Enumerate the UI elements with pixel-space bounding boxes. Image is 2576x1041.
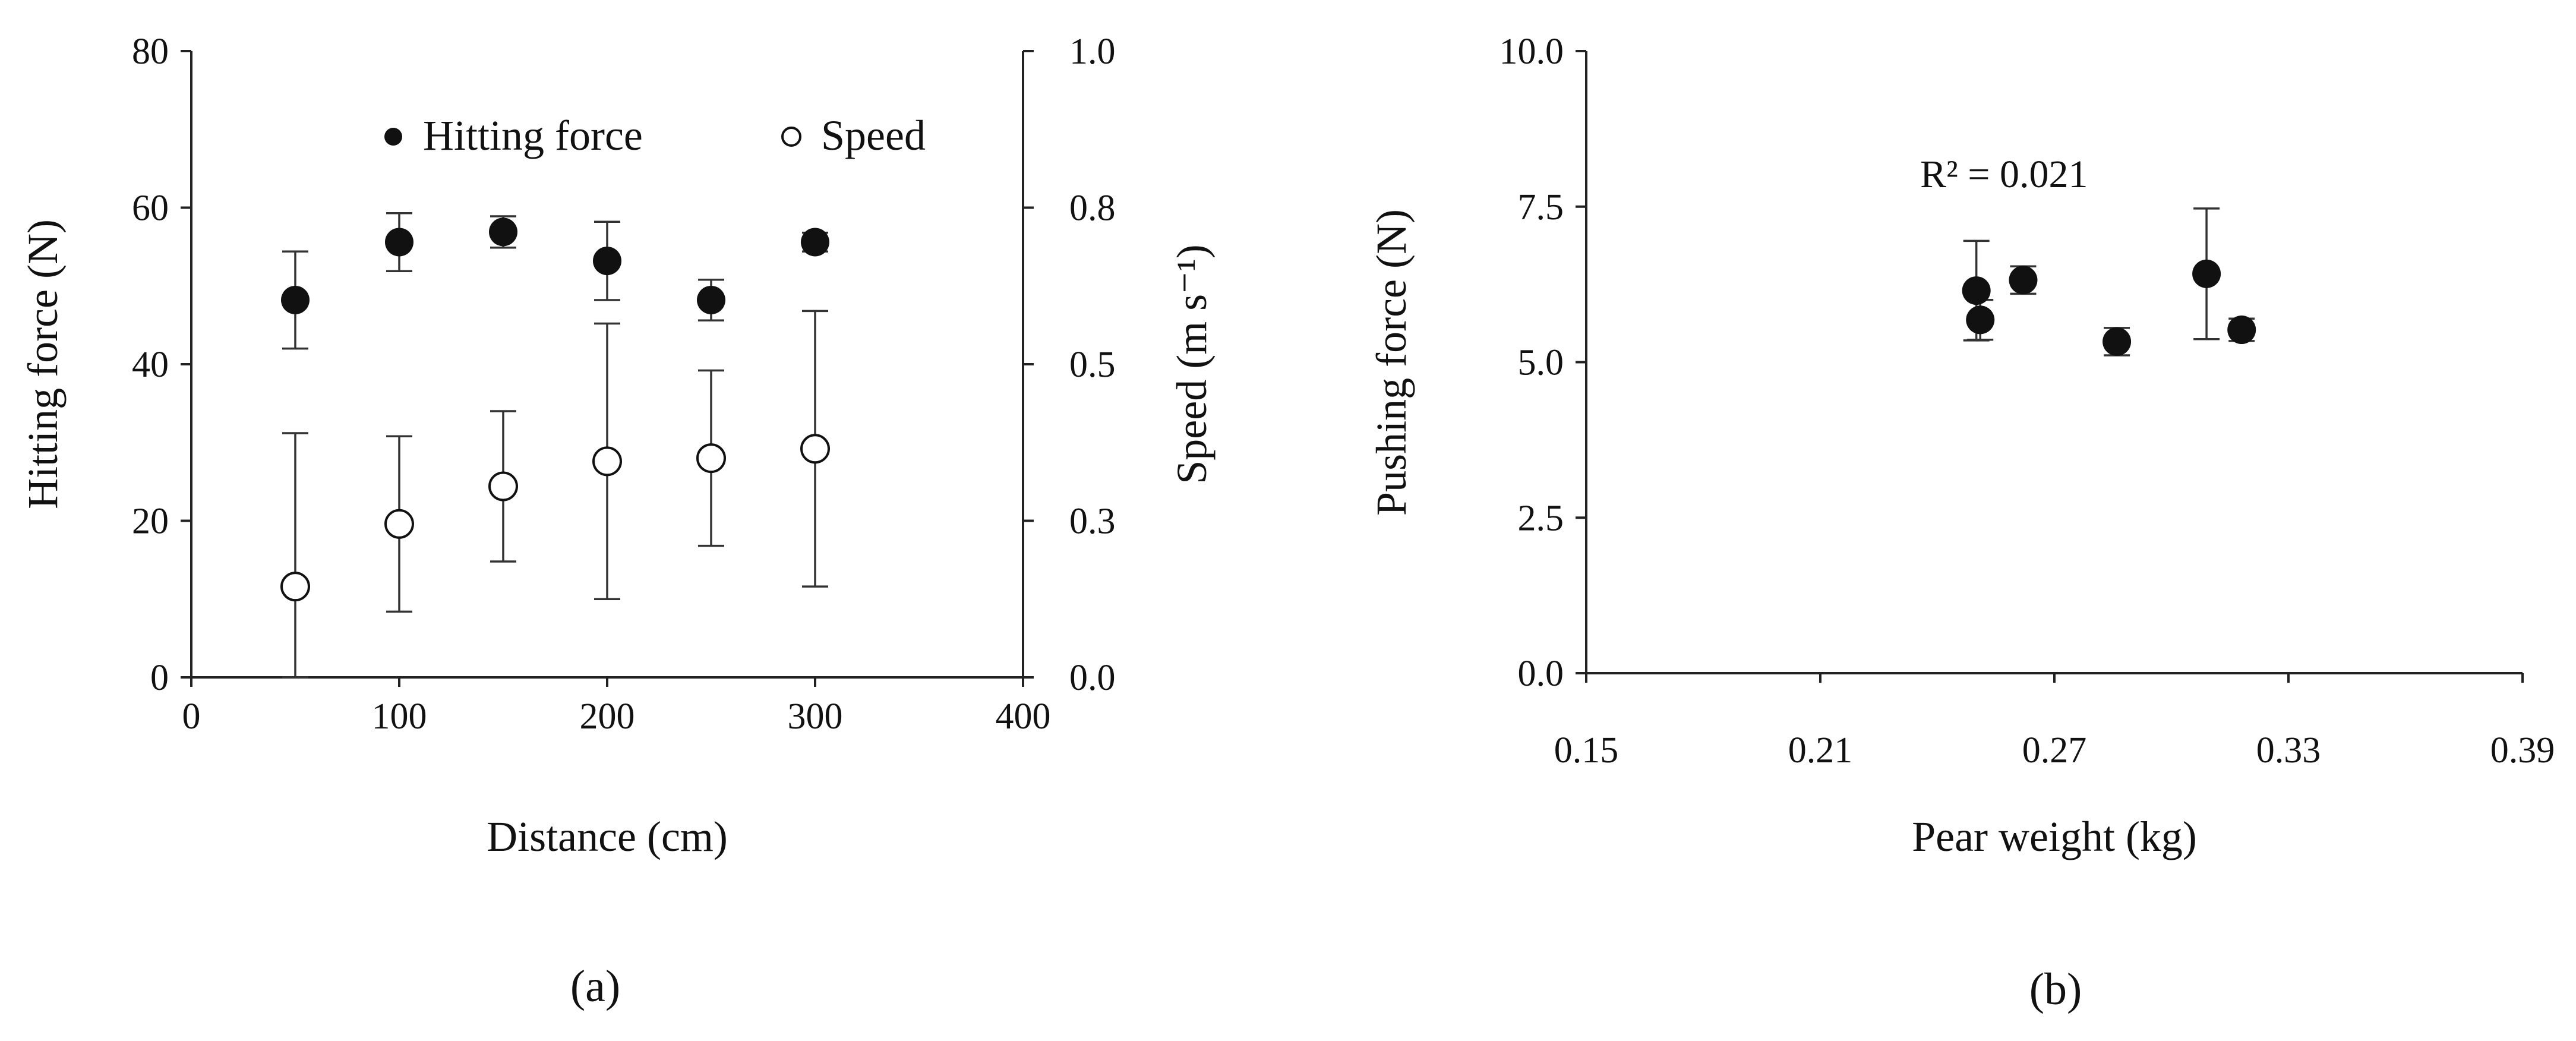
panel-a-x-tick-label: 400 bbox=[996, 696, 1051, 737]
speed-point bbox=[488, 471, 518, 501]
panel-b-y-tick-label: 5.0 bbox=[1518, 343, 1564, 383]
panel-a-y2-tick-label: 0.3 bbox=[1069, 501, 1116, 542]
speed-point bbox=[384, 509, 414, 539]
hitting-force-point bbox=[801, 228, 829, 257]
panel-a-x-tick-label: 200 bbox=[580, 696, 635, 737]
hitting-force-point bbox=[697, 285, 725, 314]
speed-point bbox=[696, 443, 726, 474]
panel-a-y2-tick-label: 1.0 bbox=[1069, 31, 1116, 72]
legend-marker-hitting-force bbox=[384, 128, 402, 146]
pushing-force-point bbox=[2009, 266, 2038, 295]
panel-b-r-squared-annotation: R² = 0.021 bbox=[1920, 153, 2088, 196]
pushing-force-point bbox=[1962, 276, 1991, 305]
hitting-force-point bbox=[385, 228, 413, 257]
panel-b-x-tick-label: 0.27 bbox=[2022, 730, 2087, 771]
hitting-force-point bbox=[489, 217, 517, 247]
speed-point bbox=[280, 572, 310, 602]
panel-a-y2-axis-title: Speed (m s⁻¹) bbox=[1168, 244, 1216, 484]
pushing-force-point bbox=[2103, 327, 2132, 356]
panel-b-x-tick-label: 0.21 bbox=[1788, 730, 1853, 771]
panel-a-label: (a) bbox=[570, 961, 620, 1011]
panel-a-y2-tick-label: 0.8 bbox=[1069, 188, 1116, 229]
hitting-force-point bbox=[593, 247, 621, 276]
panel-a-x-tick-label: 300 bbox=[788, 696, 843, 737]
panel-b-x-tick-label: 0.33 bbox=[2256, 730, 2321, 771]
panel-a-y-tick-label: 0 bbox=[150, 658, 169, 698]
speed-point bbox=[592, 446, 622, 477]
panel-b-chart: 0.15 0.21 0.27 0.33 0.39 0.0 2.5 5.0 7.5 10.0 Pea… bbox=[1368, 31, 2555, 1014]
panel-a-y-tick-label: 20 bbox=[132, 501, 169, 542]
panel-b-marks bbox=[1962, 207, 2256, 357]
panel-a-y-tick-label: 40 bbox=[132, 345, 169, 385]
pushing-force-point bbox=[2227, 316, 2256, 345]
panel-a-y2-tick-label: 0.5 bbox=[1069, 345, 1116, 385]
panel-a-y-tick-label: 60 bbox=[132, 188, 169, 229]
hitting-force-point bbox=[281, 285, 310, 314]
panel-b-x-tick-label: 0.15 bbox=[1554, 730, 1619, 771]
panel-a-chart: 0 100 200 300 400 0 20 40 60 80 0.0 0.3 0.5 0.8 1.0 Di… bbox=[19, 31, 1216, 1011]
panel-b-x-tick-label: 0.39 bbox=[2490, 730, 2555, 771]
panel-a-legend: Hitting force Speed bbox=[384, 112, 926, 159]
legend-label-speed: Speed bbox=[821, 112, 926, 159]
panel-b-ticks: 0.15 0.21 0.27 0.33 0.39 0.0 2.5 5.0 7.5 10.0 bbox=[1499, 31, 2555, 771]
panel-b-y-axis-title: Pushing force (N) bbox=[1368, 209, 1415, 516]
panel-b-y-tick-label: 7.5 bbox=[1518, 187, 1564, 228]
panel-a-ticks: 0 100 200 300 400 0 20 40 60 80 0.0 0.3 0.5 0.8 1.0 bbox=[132, 31, 1116, 737]
panel-a-x-tick-label: 100 bbox=[372, 696, 427, 737]
speed-point bbox=[800, 434, 830, 464]
panel-b-label: (b) bbox=[2029, 964, 2082, 1014]
panel-b-y-tick-label: 0.0 bbox=[1518, 654, 1564, 694]
pushing-force-point bbox=[1966, 305, 1995, 335]
panel-a-y-tick-label: 80 bbox=[132, 31, 169, 72]
pushing-force-point bbox=[2192, 259, 2221, 288]
panel-a-y2-tick-label: 0.0 bbox=[1069, 658, 1116, 698]
panel-b-x-axis-title: Pear weight (kg) bbox=[1912, 813, 2197, 860]
panel-b-y-tick-label: 10.0 bbox=[1499, 31, 1564, 72]
panel-a-x-axis-title: Distance (cm) bbox=[487, 813, 728, 860]
legend-label-hitting-force: Hitting force bbox=[423, 112, 643, 159]
panel-a-y-axis-title: Hitting force (N) bbox=[19, 219, 67, 509]
panel-a-x-tick-label: 0 bbox=[182, 696, 201, 737]
panel-b-y-tick-label: 2.5 bbox=[1518, 498, 1564, 538]
panel-a-marks bbox=[280, 212, 830, 679]
legend-marker-speed bbox=[781, 127, 801, 147]
